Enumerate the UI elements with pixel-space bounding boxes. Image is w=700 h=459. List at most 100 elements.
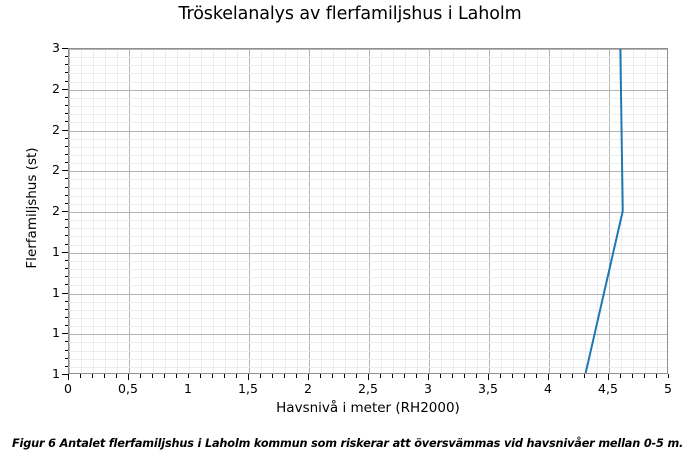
x-tick-minor xyxy=(200,374,201,378)
y-tick-label: 1 xyxy=(52,284,60,300)
x-tick-label: 1,5 xyxy=(238,381,258,396)
x-tick-label: 1 xyxy=(184,381,192,396)
x-tick-major xyxy=(608,374,609,380)
x-tick-minor xyxy=(656,374,657,378)
x-tick-minor xyxy=(80,374,81,378)
x-tick-minor xyxy=(272,374,273,378)
x-tick-major xyxy=(68,374,69,380)
y-tick-minor xyxy=(64,235,68,236)
y-tick-major xyxy=(62,130,68,131)
x-tick-minor xyxy=(380,374,381,378)
y-tick-minor xyxy=(64,64,68,65)
x-tick-minor xyxy=(560,374,561,378)
y-tick-label: 1 xyxy=(52,325,60,341)
x-tick-minor xyxy=(572,374,573,378)
y-tick-minor xyxy=(64,81,68,82)
x-tick-label: 0,5 xyxy=(118,381,138,396)
x-tick-minor xyxy=(116,374,117,378)
x-tick-minor xyxy=(260,374,261,378)
plot-area xyxy=(68,48,668,374)
y-tick-minor xyxy=(64,227,68,228)
x-tick-minor xyxy=(440,374,441,378)
y-tick-minor xyxy=(64,301,68,302)
x-tick-minor xyxy=(620,374,621,378)
x-tick-minor xyxy=(164,374,165,378)
y-tick-minor xyxy=(64,121,68,122)
y-tick-major xyxy=(62,374,68,375)
x-tick-minor xyxy=(332,374,333,378)
x-tick-major xyxy=(308,374,309,380)
x-tick-minor xyxy=(632,374,633,378)
y-tick-minor xyxy=(64,244,68,245)
y-tick-minor xyxy=(64,276,68,277)
x-tick-label: 4 xyxy=(544,381,552,396)
data-line-svg xyxy=(584,49,624,373)
x-tick-minor xyxy=(536,374,537,378)
chart-title: Tröskelanalys av flerfamiljshus i Laholm xyxy=(178,4,522,24)
y-tick-minor xyxy=(64,113,68,114)
y-tick-minor xyxy=(64,309,68,310)
y-tick-major xyxy=(62,252,68,253)
x-tick-major xyxy=(128,374,129,380)
y-tick-label: 2 xyxy=(52,121,60,137)
x-tick-major xyxy=(428,374,429,380)
x-tick-minor xyxy=(476,374,477,378)
y-tick-label: 3 xyxy=(52,40,60,55)
x-tick-minor xyxy=(512,374,513,378)
x-tick-minor xyxy=(296,374,297,378)
x-tick-minor xyxy=(644,374,645,378)
y-tick-minor xyxy=(64,260,68,261)
x-tick-minor xyxy=(212,374,213,378)
x-axis-label: Havsnivå i meter (RH2000) xyxy=(276,400,460,416)
y-tick-minor xyxy=(64,72,68,73)
x-tick-label: 5 xyxy=(664,381,672,396)
y-tick-major xyxy=(62,211,68,212)
y-tick-label: 1 xyxy=(52,243,60,259)
x-tick-minor xyxy=(188,374,189,378)
x-tick-minor xyxy=(524,374,525,378)
y-axis-label: Flerfamiljshus (st) xyxy=(24,147,40,269)
y-tick-minor xyxy=(64,162,68,163)
x-tick-minor xyxy=(176,374,177,378)
x-tick-minor xyxy=(464,374,465,378)
y-tick-minor xyxy=(64,325,68,326)
x-tick-label: 2,5 xyxy=(358,381,378,396)
x-tick-minor xyxy=(668,374,669,378)
data-line-series xyxy=(584,49,624,373)
y-tick-label: 2 xyxy=(52,80,60,96)
y-tick-minor xyxy=(64,154,68,155)
y-tick-major xyxy=(62,333,68,334)
x-tick-major xyxy=(368,374,369,380)
y-tick-major xyxy=(62,293,68,294)
y-tick-minor xyxy=(64,97,68,98)
y-tick-minor xyxy=(64,284,68,285)
y-tick-minor xyxy=(64,138,68,139)
x-tick-minor xyxy=(416,374,417,378)
y-tick-minor xyxy=(64,146,68,147)
x-tick-minor xyxy=(356,374,357,378)
y-tick-minor xyxy=(64,358,68,359)
x-tick-minor xyxy=(392,374,393,378)
x-tick-minor xyxy=(224,374,225,378)
x-tick-minor xyxy=(140,374,141,378)
x-tick-minor xyxy=(404,374,405,378)
y-tick-minor xyxy=(64,105,68,106)
x-tick-label: 2 xyxy=(304,381,312,396)
y-tick-minor xyxy=(64,203,68,204)
y-tick-minor xyxy=(64,56,68,57)
y-tick-minor xyxy=(64,187,68,188)
y-tick-minor xyxy=(64,317,68,318)
y-tick-minor xyxy=(64,219,68,220)
y-tick-minor xyxy=(64,195,68,196)
x-tick-label: 0 xyxy=(64,381,72,396)
x-tick-minor xyxy=(596,374,597,378)
figure-container: Tröskelanalys av flerfamiljshus i Laholm… xyxy=(24,4,672,416)
x-tick-minor xyxy=(452,374,453,378)
x-tick-minor xyxy=(92,374,93,378)
x-tick-minor xyxy=(104,374,105,378)
x-tick-minor xyxy=(152,374,153,378)
x-tick-minor xyxy=(284,374,285,378)
y-tick-minor xyxy=(64,268,68,269)
x-tick-minor xyxy=(236,374,237,378)
x-tick-major xyxy=(248,374,249,380)
